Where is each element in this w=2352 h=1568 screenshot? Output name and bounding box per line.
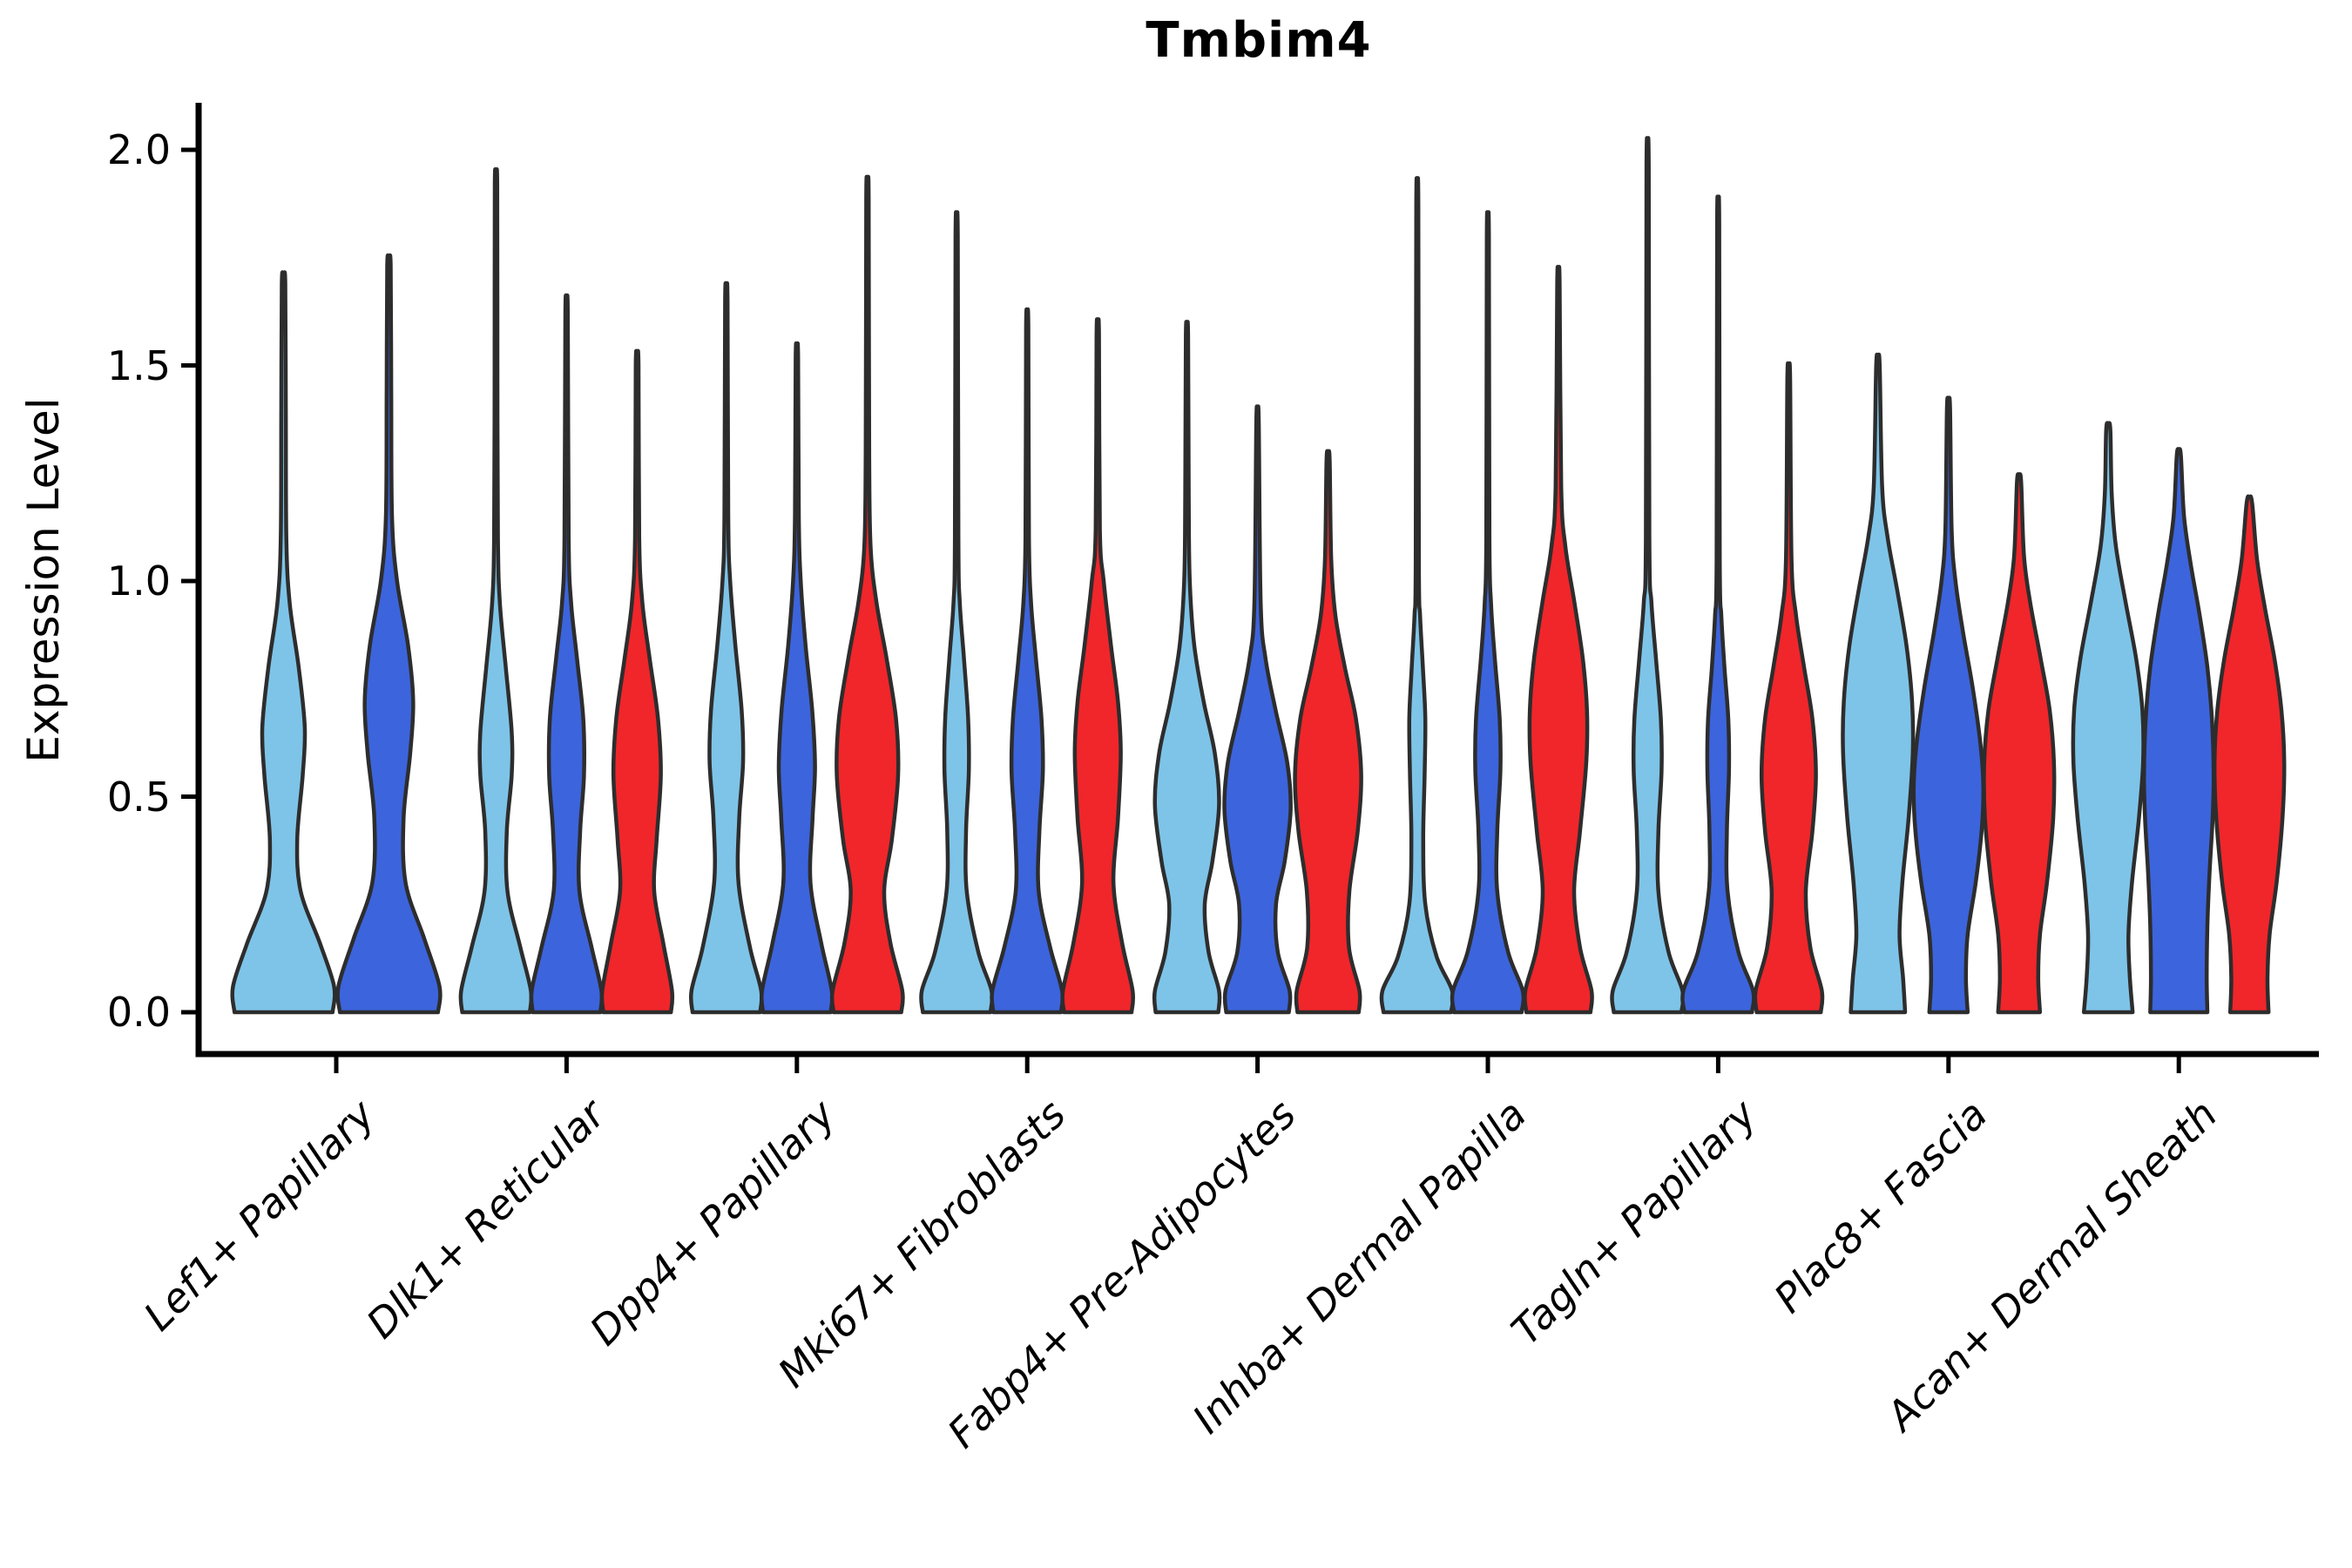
y-tick-label: 2.0 [106, 126, 171, 173]
violin-red-dlk1-reticular [599, 348, 675, 1015]
y-tick-label: 1.0 [106, 558, 171, 605]
y-tick-label: 0.5 [106, 773, 171, 821]
violin-royalblue-mki67-fibroblasts [990, 307, 1065, 1015]
violin-skyblue-dpp4-papillary [688, 280, 764, 1015]
violin-royalblue-tagln-papillary [1680, 194, 1756, 1015]
violin-royalblue-lef1-papillary [335, 253, 443, 1015]
violin-royalblue-plac8-fascia [1911, 395, 1986, 1015]
violin-royalblue-acan-dermal-sheath [2141, 447, 2216, 1015]
violin-skyblue-acan-dermal-sheath [2071, 421, 2146, 1015]
violin-royalblue-fabp4-pre-adipocytes [1222, 404, 1293, 1015]
violin-red-plac8-fascia [1982, 472, 2057, 1015]
violin-skyblue-mki67-fibroblasts [919, 210, 995, 1015]
violin-red-tagln-papillary [1753, 361, 1825, 1015]
violin-red-mki67-fibroblasts [1060, 317, 1136, 1015]
violin-skyblue-fabp4-pre-adipocytes [1152, 320, 1222, 1015]
chart-title: Tmbim4 [1146, 12, 1372, 69]
violin-skyblue-lef1-papillary [230, 270, 337, 1015]
y-tick-label: 0.0 [106, 989, 171, 1036]
violin-skyblue-plac8-fascia [1841, 352, 1916, 1015]
violin-skyblue-dlk1-reticular [458, 167, 534, 1015]
violin-skyblue-inhba-dermal-papilla [1379, 176, 1456, 1015]
violin-royalblue-dpp4-papillary [759, 341, 835, 1015]
violin-red-fabp4-pre-adipocytes [1293, 449, 1363, 1015]
violins-layer [230, 136, 2287, 1015]
violin-red-dpp4-papillary [829, 174, 905, 1015]
violin-red-acan-dermal-sheath [2212, 494, 2287, 1015]
violin-red-inhba-dermal-papilla [1523, 265, 1594, 1015]
y-tick-label: 1.5 [106, 341, 171, 389]
violin-skyblue-tagln-papillary [1610, 136, 1686, 1015]
violin-royalblue-dlk1-reticular [529, 294, 605, 1015]
violin-royalblue-inhba-dermal-papilla [1450, 210, 1526, 1015]
